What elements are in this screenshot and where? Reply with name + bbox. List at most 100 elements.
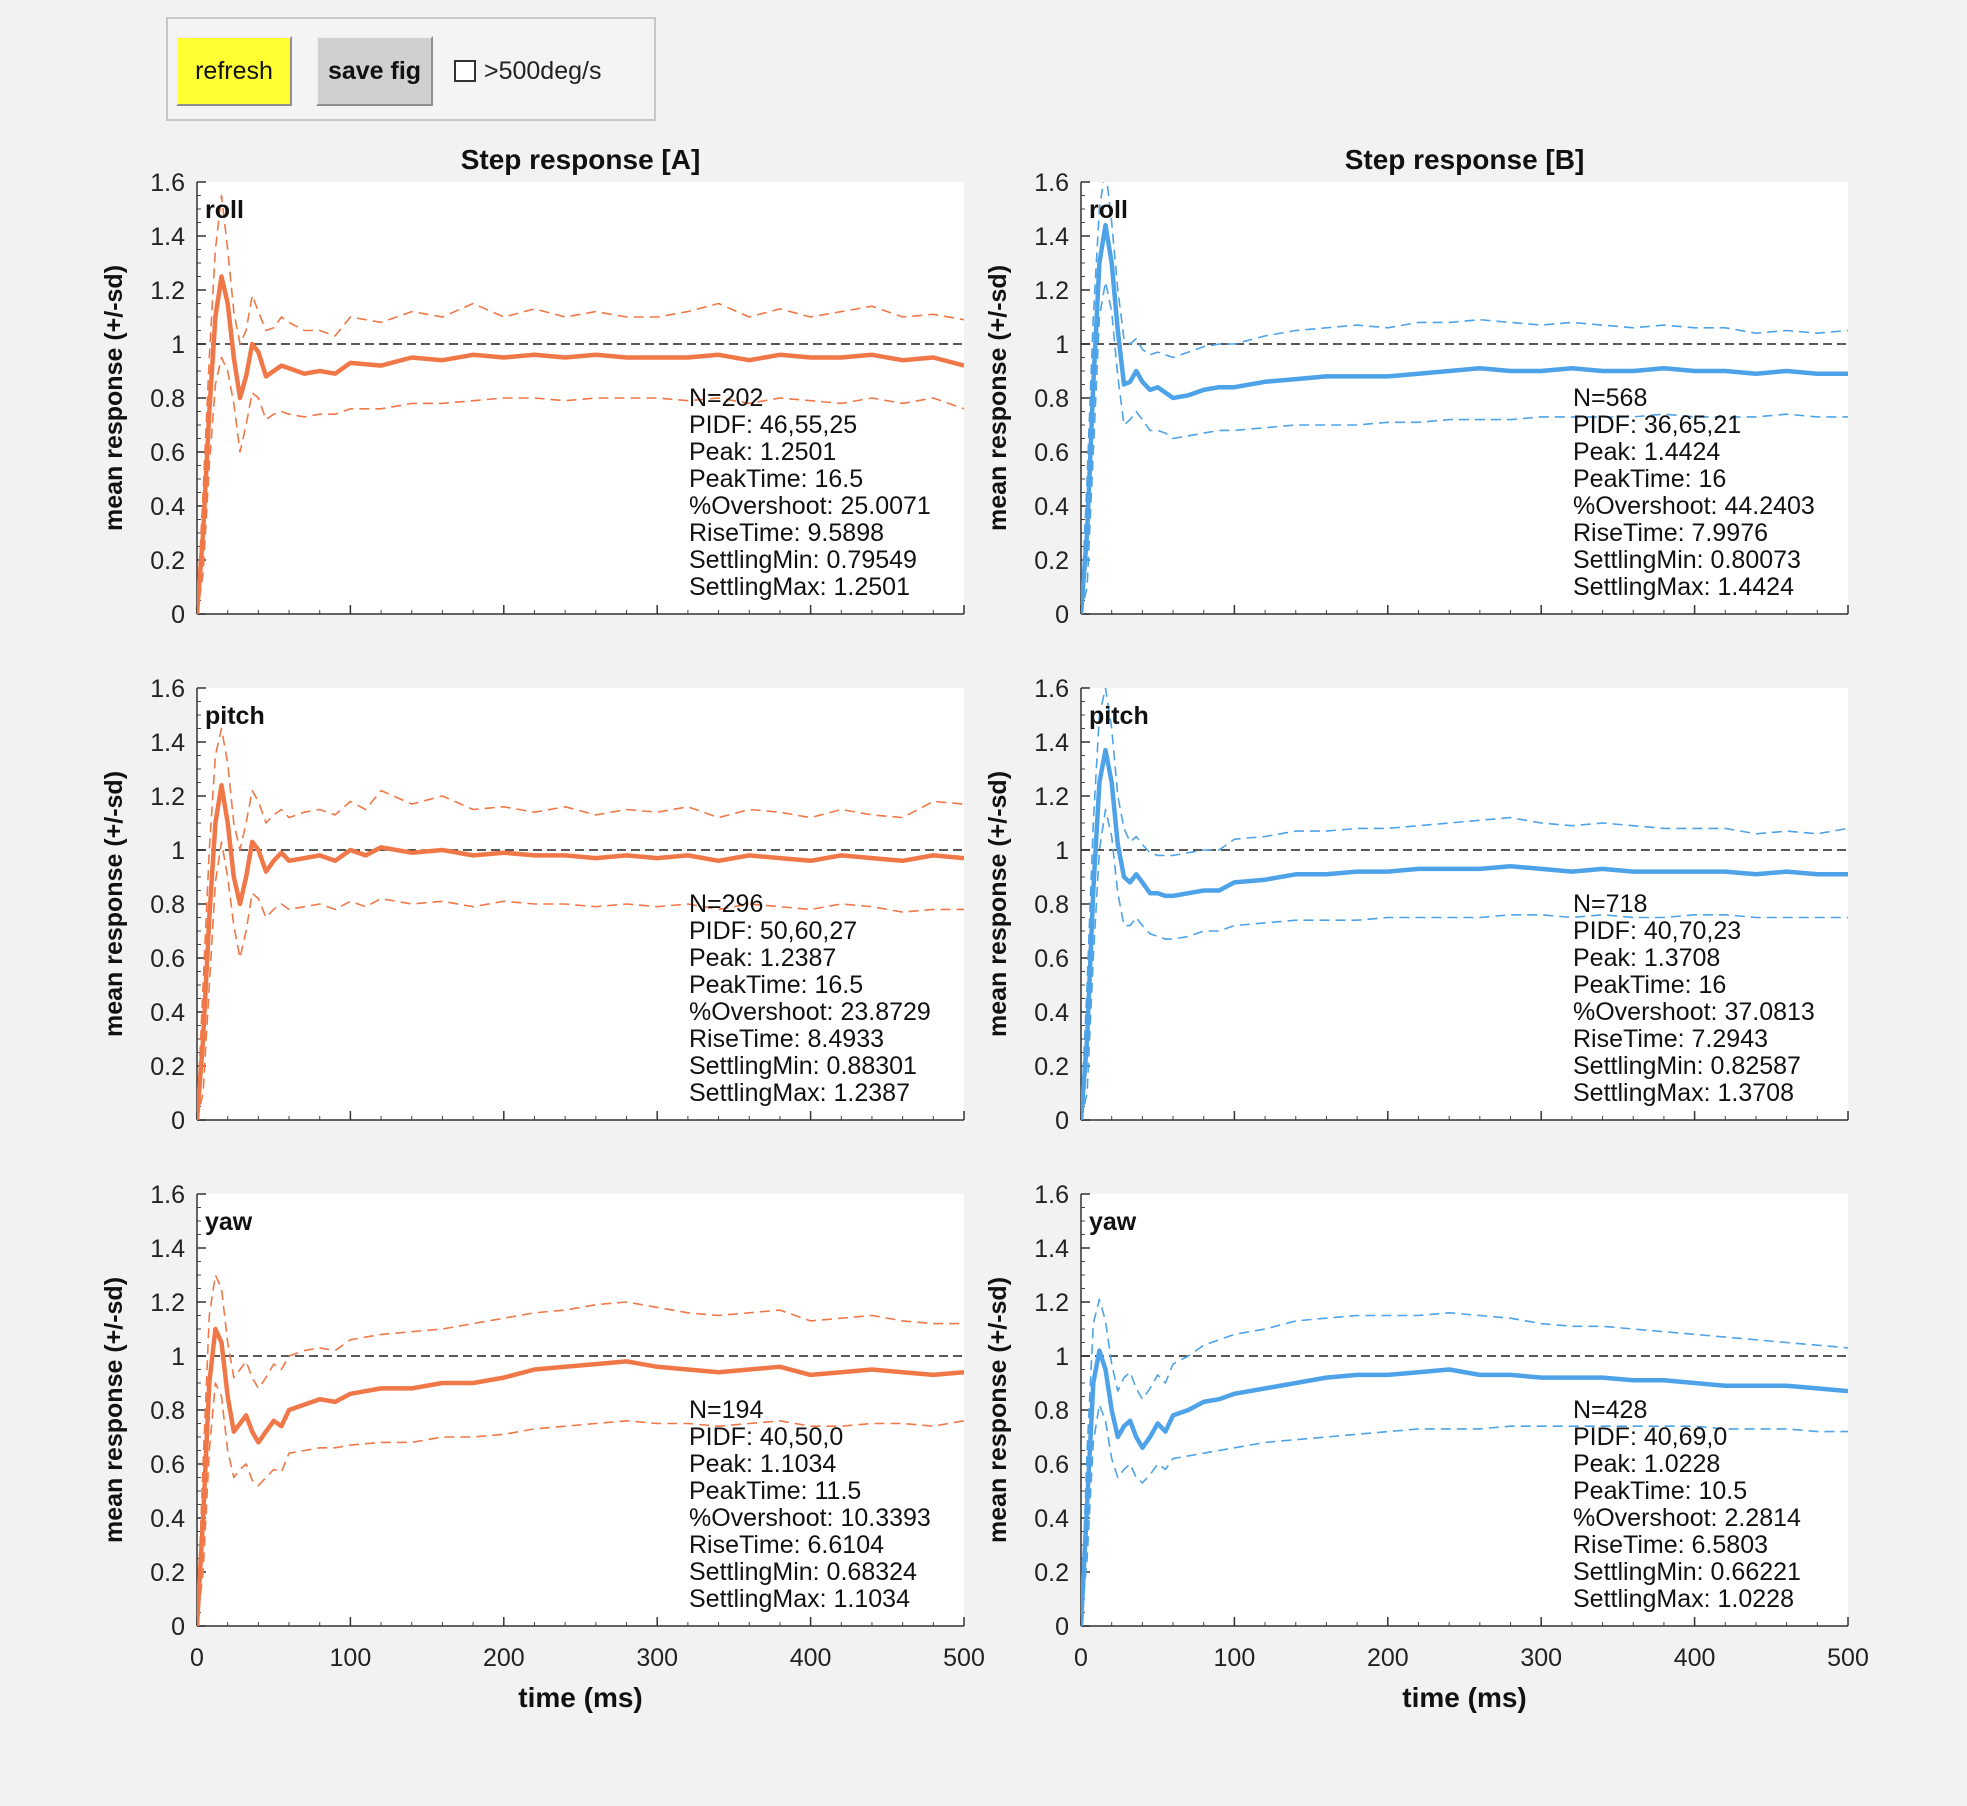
axis-label-roll: roll [205, 196, 244, 224]
y-tick-label: 1.6 [1034, 1181, 1069, 1209]
stats-line: N=428 [1573, 1396, 1647, 1424]
x-tick-label: 100 [1214, 1644, 1256, 1672]
axis-label-yaw: yaw [1089, 1208, 1137, 1236]
stats-line: SettlingMax: 1.3708 [1573, 1079, 1794, 1107]
series-mean-line [1081, 222, 1848, 614]
stats-line: PIDF: 40,69,0 [1573, 1423, 1727, 1451]
series-lower-line [1081, 808, 1848, 1120]
toolbar: refresh save fig >500deg/s [166, 17, 656, 121]
y-tick-label: 1.2 [150, 1289, 185, 1317]
stats-line: %Overshoot: 23.8729 [689, 998, 931, 1026]
y-tick-label: 0.8 [1034, 891, 1069, 919]
series-mean-line [197, 1326, 964, 1626]
chart-panel-a-yaw: 0 0.2 0.4 0.6 0.8 1 1.2 1.4 1.6 0 100 200 300 400 500 y… [100, 1181, 985, 1713]
series-upper-line [1081, 1298, 1848, 1626]
x-tick-label: 200 [483, 1644, 525, 1672]
y-tick-label: 1.4 [150, 1235, 185, 1263]
stats-line: SettlingMax: 1.0228 [1573, 1585, 1794, 1613]
chart-panel-a-pitch: 0 0.2 0.4 0.6 0.8 1 1.2 1.4 1.6 pitch mean respons… [100, 675, 965, 1135]
x-tick-label: 400 [1674, 1644, 1716, 1672]
axis-label-pitch: pitch [205, 702, 265, 730]
stats-line: SettlingMin: 0.88301 [689, 1052, 917, 1080]
plot-area [1081, 1194, 1848, 1626]
stats-line: PIDF: 50,60,27 [689, 917, 857, 945]
y-tick-label: 0.2 [1034, 547, 1069, 575]
y-axis-label: mean response (+/-sd) [100, 1277, 128, 1543]
stats-line: PeakTime: 11.5 [689, 1477, 861, 1505]
stats-line: PeakTime: 16.5 [689, 971, 863, 999]
stats-line: PeakTime: 10.5 [1573, 1477, 1747, 1505]
y-tick-label: 0.2 [150, 1559, 185, 1587]
y-tick-label: 0.4 [150, 1505, 185, 1533]
x-tick-label: 400 [790, 1644, 832, 1672]
y-tick-label: 0.6 [150, 1451, 185, 1479]
stats-line: SettlingMax: 1.1034 [689, 1585, 910, 1613]
y-tick-label: 1.4 [150, 223, 185, 251]
y-tick-label: 0.8 [150, 385, 185, 413]
y-tick-label: 0 [171, 1613, 185, 1641]
y-tick-label: 0.4 [150, 493, 185, 521]
x-tick-label: 300 [1520, 1644, 1562, 1672]
y-tick-label: 0.4 [1034, 999, 1069, 1027]
stats-line: Peak: 1.3708 [1573, 944, 1720, 972]
stats-line: Peak: 1.0228 [1573, 1450, 1720, 1478]
y-axis-label: mean response (+/-sd) [100, 265, 128, 531]
series-group [197, 727, 964, 1120]
y-tick-label: 1.2 [1034, 783, 1069, 811]
series-lower-line [1081, 281, 1848, 614]
plot-area [197, 182, 964, 614]
y-tick-label: 0.8 [1034, 1397, 1069, 1425]
series-group [1081, 1298, 1848, 1626]
stats-line: N=194 [689, 1396, 763, 1424]
y-tick-label: 0.6 [1034, 439, 1069, 467]
y-tick-label: 1 [171, 331, 185, 359]
stats-line: SettlingMax: 1.4424 [1573, 573, 1794, 601]
x-axis-label: time (ms) [1402, 1682, 1526, 1713]
series-mean-line [1081, 747, 1848, 1120]
y-tick-label: 1.4 [1034, 729, 1069, 757]
series-group [197, 1274, 964, 1626]
y-tick-label: 1 [1055, 1343, 1069, 1371]
x-tick-label: 0 [1074, 1644, 1088, 1672]
stats-line: N=296 [689, 890, 763, 918]
series-upper-line [197, 194, 964, 614]
stats-line: %Overshoot: 10.3393 [689, 1504, 931, 1532]
x-axis-label: time (ms) [518, 1682, 642, 1713]
axis-label-roll: roll [1089, 196, 1128, 224]
stats-line: N=718 [1573, 890, 1647, 918]
series-upper-line [197, 1274, 964, 1626]
y-tick-label: 1.2 [1034, 1289, 1069, 1317]
y-tick-label: 1.2 [150, 277, 185, 305]
save-fig-button[interactable]: save fig [316, 36, 433, 106]
chart-title: Step response [B] [1345, 144, 1585, 175]
series-lower-line [197, 841, 964, 1120]
y-tick-label: 0 [1055, 601, 1069, 629]
plot-area [1081, 688, 1848, 1120]
stats-line: PeakTime: 16.5 [689, 465, 863, 493]
x-tick-label: 200 [1367, 1644, 1409, 1672]
y-axis-label: mean response (+/-sd) [984, 265, 1012, 531]
stats-line: %Overshoot: 44.2403 [1573, 492, 1815, 520]
stats-line: RiseTime: 8.4933 [689, 1025, 884, 1053]
refresh-button[interactable]: refresh [176, 36, 292, 106]
x-tick-label: 0 [190, 1644, 204, 1672]
y-tick-label: 0.6 [1034, 945, 1069, 973]
stats-line: %Overshoot: 25.0071 [689, 492, 931, 520]
y-axis-label: mean response (+/-sd) [984, 1277, 1012, 1543]
series-lower-line [197, 356, 964, 614]
series-group [1081, 688, 1848, 1120]
y-tick-label: 0.2 [1034, 1559, 1069, 1587]
y-tick-label: 1.6 [150, 675, 185, 703]
y-tick-label: 0.6 [1034, 1451, 1069, 1479]
stats-line: PIDF: 40,70,23 [1573, 917, 1741, 945]
over-500-checkbox[interactable] [454, 60, 476, 82]
y-tick-label: 0.2 [1034, 1053, 1069, 1081]
y-tick-label: 0.6 [150, 945, 185, 973]
y-tick-label: 0 [1055, 1107, 1069, 1135]
stats-line: SettlingMin: 0.66221 [1573, 1558, 1801, 1586]
chart-panel-b-roll: 0 0.2 0.4 0.6 0.8 1 1.2 1.4 1.6 roll Step response… [984, 144, 1849, 629]
over-500-checkbox-group[interactable]: >500deg/s [454, 49, 601, 93]
y-tick-label: 0.8 [150, 891, 185, 919]
y-tick-label: 0.2 [150, 547, 185, 575]
series-mean-line [197, 274, 964, 614]
